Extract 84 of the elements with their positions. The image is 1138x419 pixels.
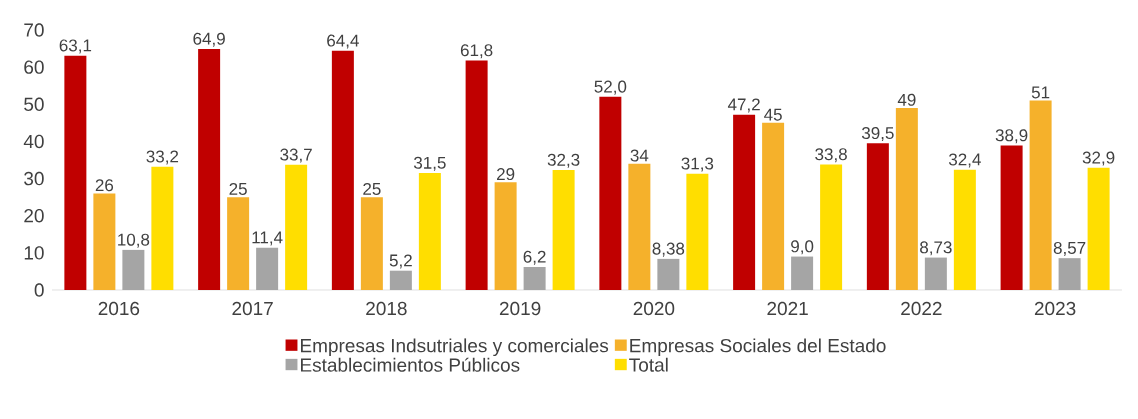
bar: [389, 270, 412, 290]
data-label: 26: [95, 179, 114, 192]
bar: [1058, 258, 1081, 290]
data-label: 8,57: [1053, 241, 1086, 256]
y-tick-label: 40: [23, 134, 44, 149]
y-tick-label: 20: [24, 208, 44, 223]
data-label: 32,9: [1082, 151, 1115, 166]
bar: [122, 249, 145, 290]
data-label: 33,7: [280, 148, 312, 163]
bar: [866, 143, 889, 290]
bar: [494, 182, 517, 290]
bar: [1029, 100, 1052, 290]
data-label: 25: [363, 182, 381, 195]
bar: [628, 163, 651, 290]
bar: [895, 108, 918, 290]
data-label: 29: [497, 168, 515, 181]
y-tick-label: 0: [34, 283, 44, 297]
x-tick-label: 2019: [499, 301, 541, 316]
x-tick-label: 2016: [98, 301, 140, 316]
bar: [227, 197, 250, 290]
x-tick-label: 2021: [767, 301, 808, 316]
data-label: 45: [764, 108, 782, 121]
data-label: 33,8: [815, 148, 847, 163]
bar: [599, 96, 622, 290]
bar: [820, 164, 843, 290]
data-label: 64,4: [327, 34, 359, 49]
data-label: 6,2: [523, 250, 546, 265]
data-label: 8,38: [652, 242, 685, 257]
data-label: 31,3: [681, 157, 714, 172]
y-tick-label: 30: [24, 171, 44, 186]
data-label: 9,0: [791, 240, 814, 255]
x-tick-label: 2017: [232, 301, 273, 316]
data-label: 31,5: [413, 156, 446, 171]
bar: [151, 166, 174, 290]
data-label: 5,2: [389, 254, 412, 269]
bar: [953, 169, 976, 290]
data-label: 34: [630, 149, 649, 162]
data-label: 32,4: [948, 153, 981, 168]
bar: [523, 266, 546, 290]
data-label: 49: [897, 93, 916, 106]
data-label: 63,1: [59, 39, 92, 54]
y-tick-label: 60: [24, 60, 44, 74]
data-label: 38,9: [995, 129, 1028, 144]
bar: [285, 164, 308, 290]
data-label: 47,2: [727, 98, 760, 113]
data-label: 61,8: [460, 44, 493, 59]
bar: [552, 170, 575, 290]
data-label: 32,3: [547, 153, 580, 168]
bar: [331, 50, 354, 290]
bar: [1087, 167, 1110, 290]
legend-label: Empresas Sociales del Estado: [630, 338, 886, 357]
legend-label: Total: [629, 357, 668, 372]
x-tick-label: 2022: [901, 301, 942, 316]
bar: [360, 197, 383, 290]
y-tick-label: 10: [24, 246, 44, 260]
bar: [791, 256, 814, 290]
data-label: 52,0: [594, 80, 627, 95]
data-label: 51: [1031, 86, 1050, 99]
bar: [924, 257, 947, 290]
bar: [1000, 145, 1023, 290]
y-tick-label: 70: [24, 23, 44, 37]
data-label: 11,4: [252, 231, 283, 246]
bar: [93, 193, 116, 290]
data-label: 39,5: [861, 127, 894, 142]
data-label: 64,9: [193, 32, 225, 47]
data-label: 33,2: [146, 150, 179, 165]
bar: [198, 48, 221, 290]
bar: [465, 60, 488, 290]
bar: [64, 55, 87, 290]
bar: [686, 173, 709, 290]
bar: [256, 247, 279, 290]
legend-label: Establecimientos Públicos: [301, 357, 520, 372]
bar: [762, 122, 785, 290]
legend-label: Empresas Indsutriales y comerciales: [301, 338, 609, 357]
data-label: 8,73: [920, 241, 952, 256]
x-tick-label: 2023: [1034, 301, 1076, 316]
x-tick-label: 2018: [366, 301, 407, 316]
bar: [657, 258, 680, 290]
data-label: 25: [229, 182, 247, 195]
x-tick-label: 2020: [633, 301, 675, 316]
data-label: 10,8: [118, 233, 150, 248]
bar: [733, 114, 756, 290]
bar: [418, 173, 441, 290]
y-tick-label: 50: [24, 97, 44, 112]
